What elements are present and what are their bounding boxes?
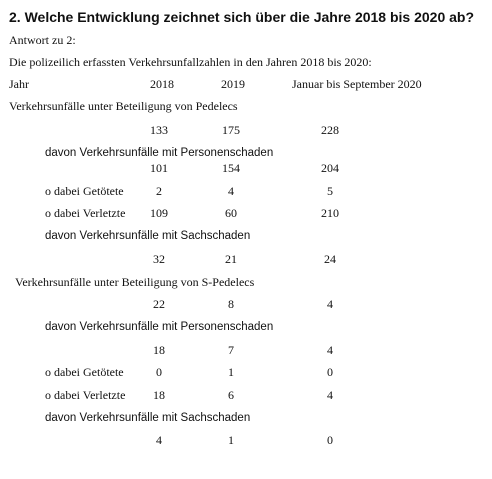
- cell: 0: [156, 365, 162, 379]
- cell: 154: [222, 161, 240, 175]
- cell: 21: [225, 252, 237, 266]
- cell: 24: [324, 252, 336, 266]
- row-label: davon Verkehrsunfälle mit Personenschade…: [45, 147, 274, 159]
- cell: 4: [327, 388, 333, 402]
- answer-label: Antwort zu 2:: [9, 33, 76, 47]
- cell: 60: [225, 206, 237, 220]
- cell: 18: [153, 343, 165, 357]
- cell: 6: [228, 388, 234, 402]
- cell: 175: [222, 123, 240, 137]
- title: 2. Welche Entwicklung zeichnet sich über…: [9, 9, 475, 25]
- header-cell: Januar bis September 2020: [292, 77, 422, 91]
- row-label: o dabei Verletzte: [45, 388, 126, 402]
- cell: 1: [228, 433, 234, 447]
- cell: 4: [327, 343, 333, 357]
- row-label: davon Verkehrsunfälle mit Personenschade…: [45, 321, 274, 333]
- cell: 4: [327, 297, 333, 311]
- cell: 210: [321, 206, 339, 220]
- cell: 7: [228, 343, 234, 357]
- cell: 0: [327, 433, 333, 447]
- cell: 204: [321, 161, 339, 175]
- cell: 18: [153, 388, 165, 402]
- cell: 133: [150, 123, 168, 137]
- header-cell: 2018: [150, 77, 174, 91]
- cell: 109: [150, 206, 168, 220]
- row-label: davon Verkehrsunfälle mit Sachschaden: [45, 230, 251, 242]
- cell: 2: [156, 184, 162, 198]
- row-label: Verkehrsunfälle unter Beteiligung von Pe…: [9, 99, 238, 113]
- cell: 228: [321, 123, 339, 137]
- cell: 1: [228, 365, 234, 379]
- cell: 32: [153, 252, 165, 266]
- row-label: o dabei Verletzte: [45, 206, 126, 220]
- header-cell: 2019: [221, 77, 245, 91]
- intro: Die polizeilich erfassten Verkehrsunfall…: [9, 55, 372, 69]
- cell: 4: [156, 433, 162, 447]
- header-cell: Jahr: [9, 77, 29, 91]
- cell: 22: [153, 297, 165, 311]
- cell: 5: [327, 184, 333, 198]
- cell: 8: [228, 297, 234, 311]
- cell: 101: [150, 161, 168, 175]
- cell: 0: [327, 365, 333, 379]
- row-label: davon Verkehrsunfälle mit Sachschaden: [45, 412, 251, 424]
- row-label: Verkehrsunfälle unter Beteiligung von S-…: [15, 275, 255, 289]
- cell: 4: [228, 184, 234, 198]
- row-label: o dabei Getötete: [45, 365, 124, 379]
- row-label: o dabei Getötete: [45, 184, 124, 198]
